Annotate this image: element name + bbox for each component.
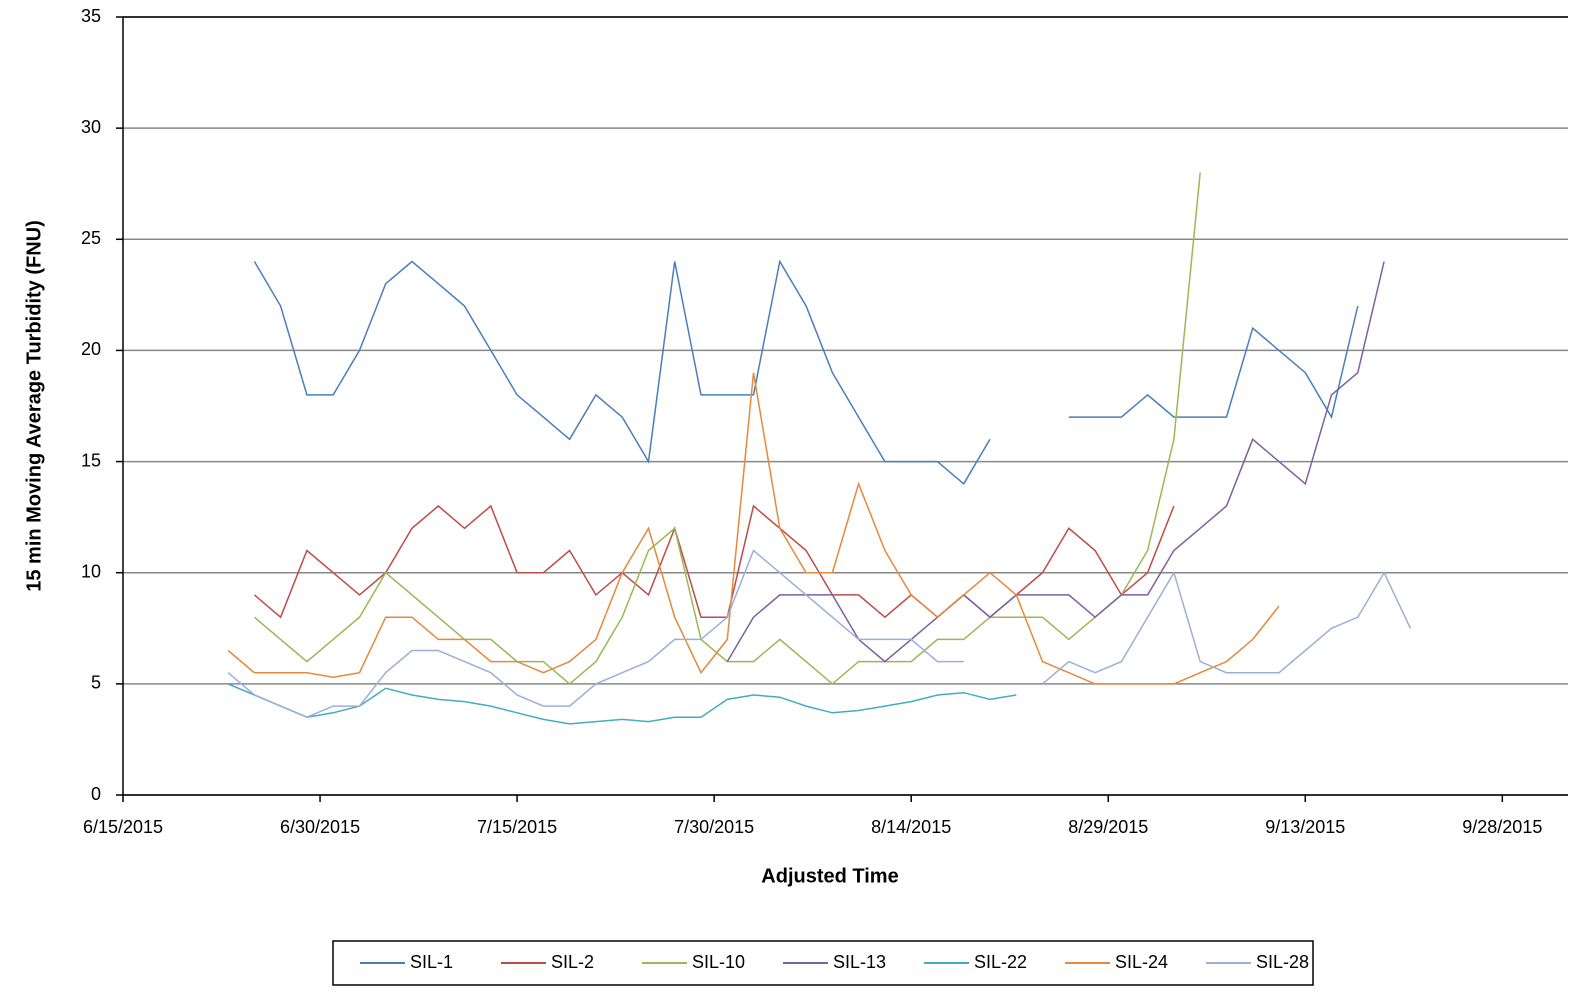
series-line <box>253 504 1175 619</box>
y-tick-label: 15 <box>81 450 101 470</box>
y-tick-label: 25 <box>81 228 101 248</box>
x-tick-label: 9/13/2015 <box>1265 817 1345 837</box>
x-tick-label: 6/15/2015 <box>83 817 163 837</box>
legend-label: SIL-2 <box>551 952 594 972</box>
x-tick-label: 8/29/2015 <box>1068 817 1148 837</box>
series-line <box>227 372 1280 685</box>
x-tick-label: 7/15/2015 <box>477 817 557 837</box>
legend-label: SIL-28 <box>1256 952 1309 972</box>
legend-label: SIL-24 <box>1115 952 1168 972</box>
legend-label: SIL-22 <box>974 952 1027 972</box>
series-line <box>253 172 1201 685</box>
x-axis-title: Adjusted Time <box>761 865 898 887</box>
y-axis-title: 15 min Moving Average Turbidity (FNU) <box>23 220 45 592</box>
x-tick-label: 6/30/2015 <box>280 817 360 837</box>
legend-label: SIL-1 <box>410 952 453 972</box>
series-line <box>253 259 1359 485</box>
legend-box <box>332 940 1314 986</box>
y-tick-label: 35 <box>81 6 101 26</box>
series-line <box>227 549 1412 719</box>
x-tick-label: 8/14/2015 <box>871 817 951 837</box>
y-tick-label: 5 <box>91 673 101 693</box>
x-tick-label: 9/28/2015 <box>1462 817 1542 837</box>
legend-label: SIL-13 <box>833 952 886 972</box>
y-tick-label: 20 <box>81 339 101 359</box>
y-tick-label: 0 <box>91 784 101 804</box>
y-tick-label: 30 <box>81 117 101 137</box>
legend-label: SIL-10 <box>692 952 745 972</box>
series-line <box>726 261 1385 663</box>
x-tick-label: 7/30/2015 <box>674 817 754 837</box>
series-line <box>227 683 1017 725</box>
y-tick-label: 10 <box>81 561 101 581</box>
